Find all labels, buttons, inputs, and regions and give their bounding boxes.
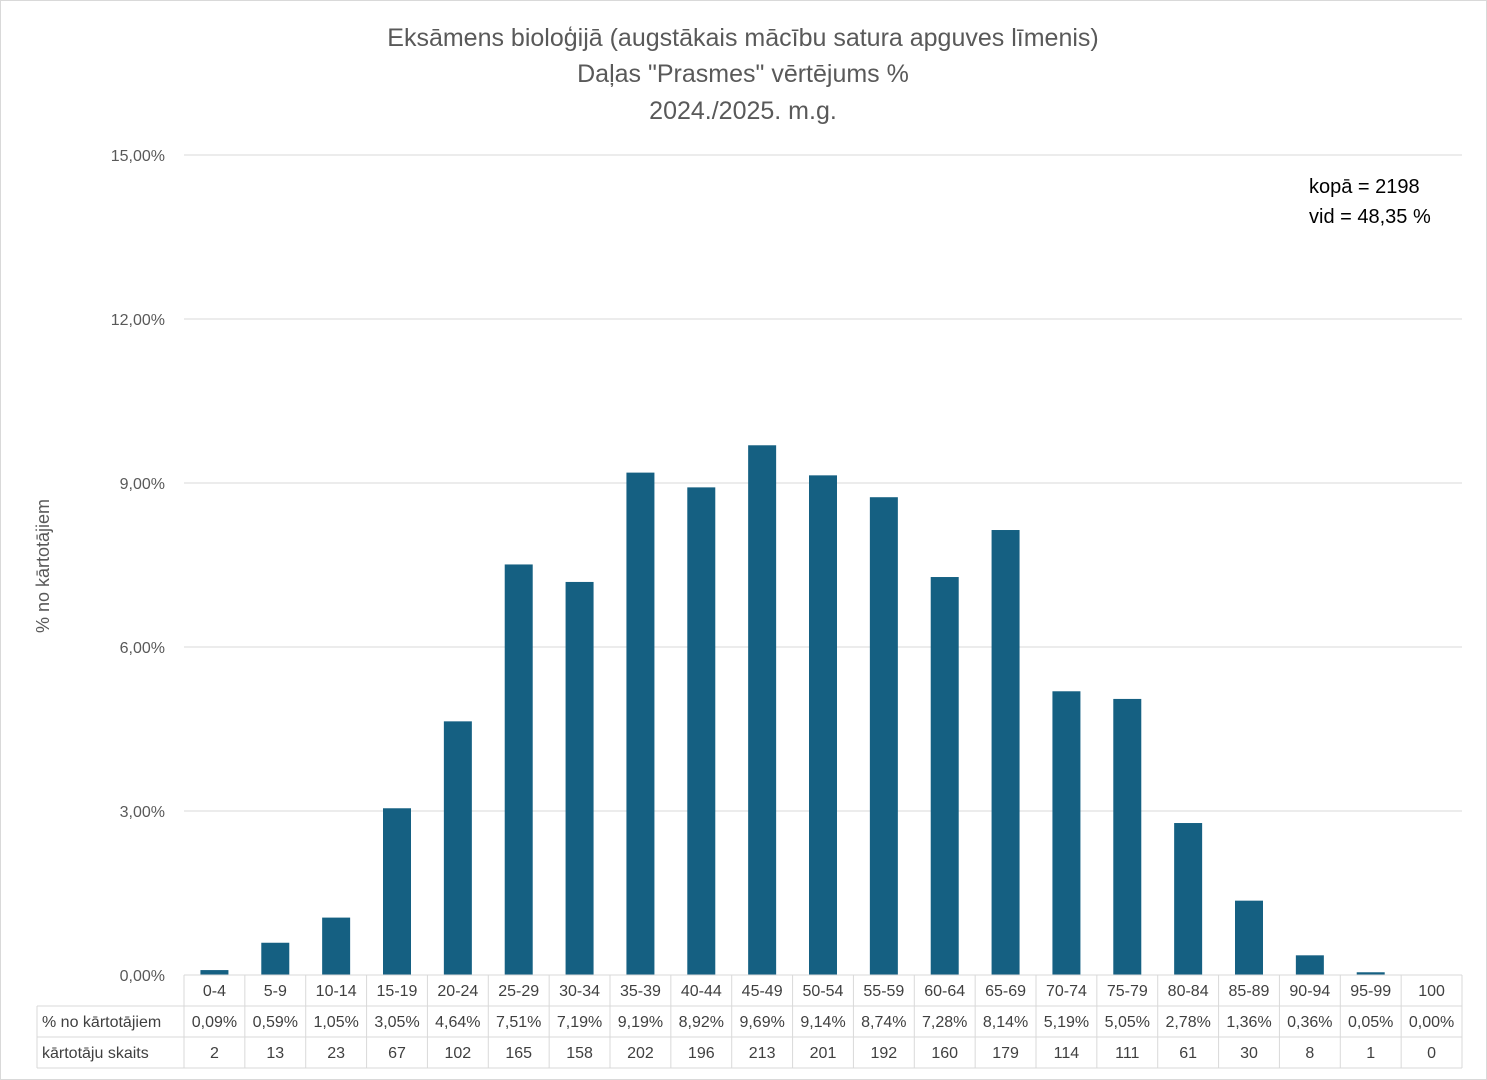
y-tick-label: 0,00% — [120, 968, 165, 985]
x-tick-label: 35-39 — [620, 983, 661, 1000]
bar — [930, 577, 959, 975]
table-cell: 1,36% — [1226, 1014, 1271, 1031]
chart-title-line: Eksāmens bioloģijā (augstākais mācību sa… — [387, 24, 1098, 52]
table-cell: 0 — [1427, 1045, 1436, 1062]
table-cell: 9,19% — [618, 1014, 663, 1031]
y-axis-label: % no kārtotājiem — [33, 499, 53, 633]
table-cell: 23 — [327, 1045, 345, 1062]
table-cell: 1,05% — [313, 1014, 358, 1031]
table-cell: 3,05% — [374, 1014, 419, 1031]
table-cell: 4,64% — [435, 1014, 480, 1031]
table-cell: 8,74% — [861, 1014, 906, 1031]
bar — [626, 472, 655, 975]
bar — [1113, 698, 1142, 975]
x-tick-label: 80-84 — [1168, 983, 1209, 1000]
bar — [504, 564, 533, 975]
x-tick-label: 50-54 — [803, 983, 844, 1000]
table-cell: 192 — [871, 1045, 898, 1062]
chart-annotation: vid = 48,35 % — [1309, 206, 1431, 228]
bar — [322, 917, 351, 975]
x-tick-label: 70-74 — [1046, 983, 1087, 1000]
table-cell: 8 — [1305, 1045, 1314, 1062]
table-cell: 114 — [1054, 1045, 1080, 1062]
x-tick-label: 75-79 — [1107, 983, 1148, 1000]
bar — [809, 475, 837, 975]
x-tick-label: 30-34 — [559, 983, 600, 1000]
x-tick-label: 60-64 — [924, 983, 965, 1000]
table-cell: 179 — [992, 1045, 1019, 1062]
table-cell: 0,36% — [1287, 1014, 1332, 1031]
x-tick-label: 20-24 — [437, 983, 478, 1000]
x-tick-label: 45-49 — [742, 983, 783, 1000]
x-tick-label: 65-69 — [985, 983, 1026, 1000]
table-cell: 7,51% — [496, 1014, 541, 1031]
bar — [1295, 955, 1324, 975]
table-cell: 0,00% — [1409, 1014, 1454, 1031]
chart-title-line: Daļas "Prasmes" vērtējums % — [577, 60, 909, 88]
bar — [261, 942, 290, 975]
table-cell: 67 — [388, 1045, 406, 1062]
bar — [748, 445, 777, 975]
bar — [1052, 691, 1081, 975]
table-cell: 8,14% — [983, 1014, 1028, 1031]
bar — [687, 487, 716, 975]
y-tick-label: 9,00% — [120, 476, 165, 493]
table-cell: 196 — [688, 1045, 715, 1062]
table-cell: 8,92% — [679, 1014, 724, 1031]
x-tick-label: 0-4 — [203, 983, 226, 1000]
x-tick-label: 90-94 — [1289, 983, 1330, 1000]
table-cell: 2 — [210, 1045, 219, 1062]
bar — [991, 530, 1020, 975]
table-row-label: % no kārtotājiem — [42, 1014, 161, 1031]
table-cell: 2,78% — [1165, 1014, 1210, 1031]
chart-title-line: 2024./2025. m.g. — [649, 97, 837, 125]
table-cell: 7,19% — [557, 1014, 602, 1031]
table-cell: 102 — [445, 1045, 472, 1062]
table-cell: 160 — [931, 1045, 958, 1062]
y-tick-label: 12,00% — [111, 312, 165, 329]
table-cell: 13 — [266, 1045, 284, 1062]
x-tick-label: 15-19 — [377, 983, 418, 1000]
table-cell: 0,05% — [1348, 1014, 1393, 1031]
x-tick-label: 5-9 — [264, 983, 287, 1000]
y-tick-label: 3,00% — [120, 804, 165, 821]
bar — [869, 497, 898, 975]
table-cell: 158 — [566, 1045, 593, 1062]
x-tick-label: 10-14 — [316, 983, 357, 1000]
table-cell: 9,14% — [800, 1014, 845, 1031]
table-cell: 0,09% — [192, 1014, 237, 1031]
table-cell: 9,69% — [739, 1014, 784, 1031]
bar — [1174, 823, 1203, 975]
table-cell: 30 — [1240, 1045, 1258, 1062]
y-tick-label: 6,00% — [120, 640, 165, 657]
table-cell: 201 — [810, 1045, 837, 1062]
table-cell: 5,19% — [1044, 1014, 1089, 1031]
table-cell: 202 — [627, 1045, 654, 1062]
table-row-label: kārtotāju skaits — [42, 1045, 149, 1062]
table-cell: 1 — [1366, 1045, 1375, 1062]
x-tick-label: 95-99 — [1350, 983, 1391, 1000]
table-cell: 111 — [1115, 1045, 1139, 1062]
bar — [443, 721, 472, 975]
x-tick-label: 85-89 — [1229, 983, 1270, 1000]
x-tick-label: 55-59 — [863, 983, 904, 1000]
chart-annotation: kopā = 2198 — [1309, 176, 1420, 198]
table-cell: 165 — [505, 1045, 532, 1062]
bar — [383, 808, 411, 975]
bar — [1356, 972, 1385, 975]
bar — [200, 970, 229, 975]
bar — [565, 581, 594, 975]
table-cell: 5,05% — [1105, 1014, 1150, 1031]
table-cell: 61 — [1179, 1045, 1197, 1062]
x-tick-label: 25-29 — [498, 983, 539, 1000]
bar — [1235, 900, 1263, 975]
y-tick-label: 15,00% — [111, 148, 165, 165]
table-cell: 7,28% — [922, 1014, 967, 1031]
x-tick-label: 100 — [1418, 983, 1445, 1000]
table-cell: 0,59% — [253, 1014, 298, 1031]
table-cell: 213 — [749, 1045, 776, 1062]
x-tick-label: 40-44 — [681, 983, 722, 1000]
